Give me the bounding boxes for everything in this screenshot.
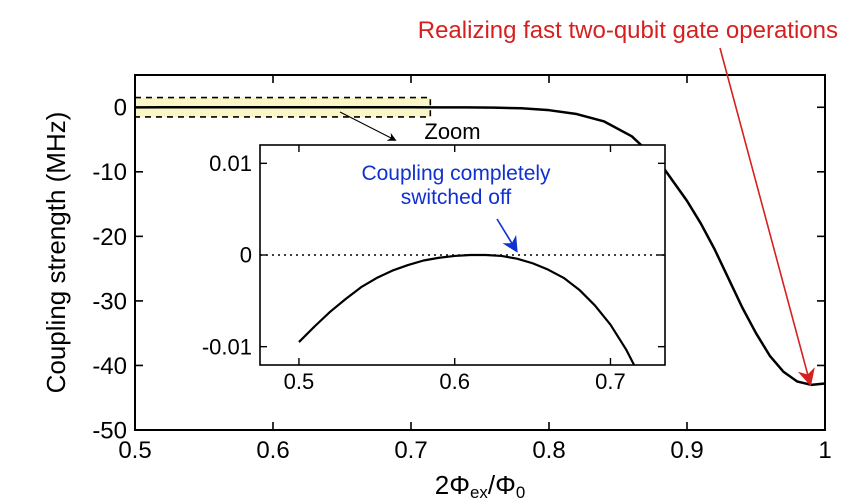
inset-ytick-label: 0: [240, 243, 252, 268]
inset-xtick-label: 0.7: [595, 369, 626, 394]
xtick-label: 1: [818, 437, 831, 464]
ytick-label: -30: [92, 288, 127, 315]
xtick-label: 0.7: [394, 437, 427, 464]
ytick-label: 0: [114, 95, 127, 122]
xtick-label: 0.6: [256, 437, 289, 464]
inset-ytick-label: 0.01: [209, 151, 252, 176]
y-axis-label: Coupling strength (MHz): [41, 112, 71, 394]
xtick-label: 0.9: [670, 437, 703, 464]
xtick-label: 0.8: [532, 437, 565, 464]
red-annotation-text: Realizing fast two-qubit gate operations: [418, 17, 838, 44]
blue-annotation-line1: Coupling completely: [361, 162, 551, 185]
inset-title: Zoom: [424, 119, 480, 144]
ytick-label: -20: [92, 224, 127, 251]
ytick-label: -10: [92, 159, 127, 186]
blue-annotation-line2: switched off: [401, 186, 512, 209]
ytick-label: -40: [92, 353, 127, 380]
inset-xtick-label: 0.6: [439, 369, 470, 394]
ytick-label: -50: [92, 417, 127, 444]
inset-chart: 0.5 0.6 0.7 -0.01 0 0.01 Zoom: [202, 119, 665, 394]
inset-ytick-label: -0.01: [202, 334, 252, 359]
inset-xtick-label: 0.5: [284, 369, 315, 394]
